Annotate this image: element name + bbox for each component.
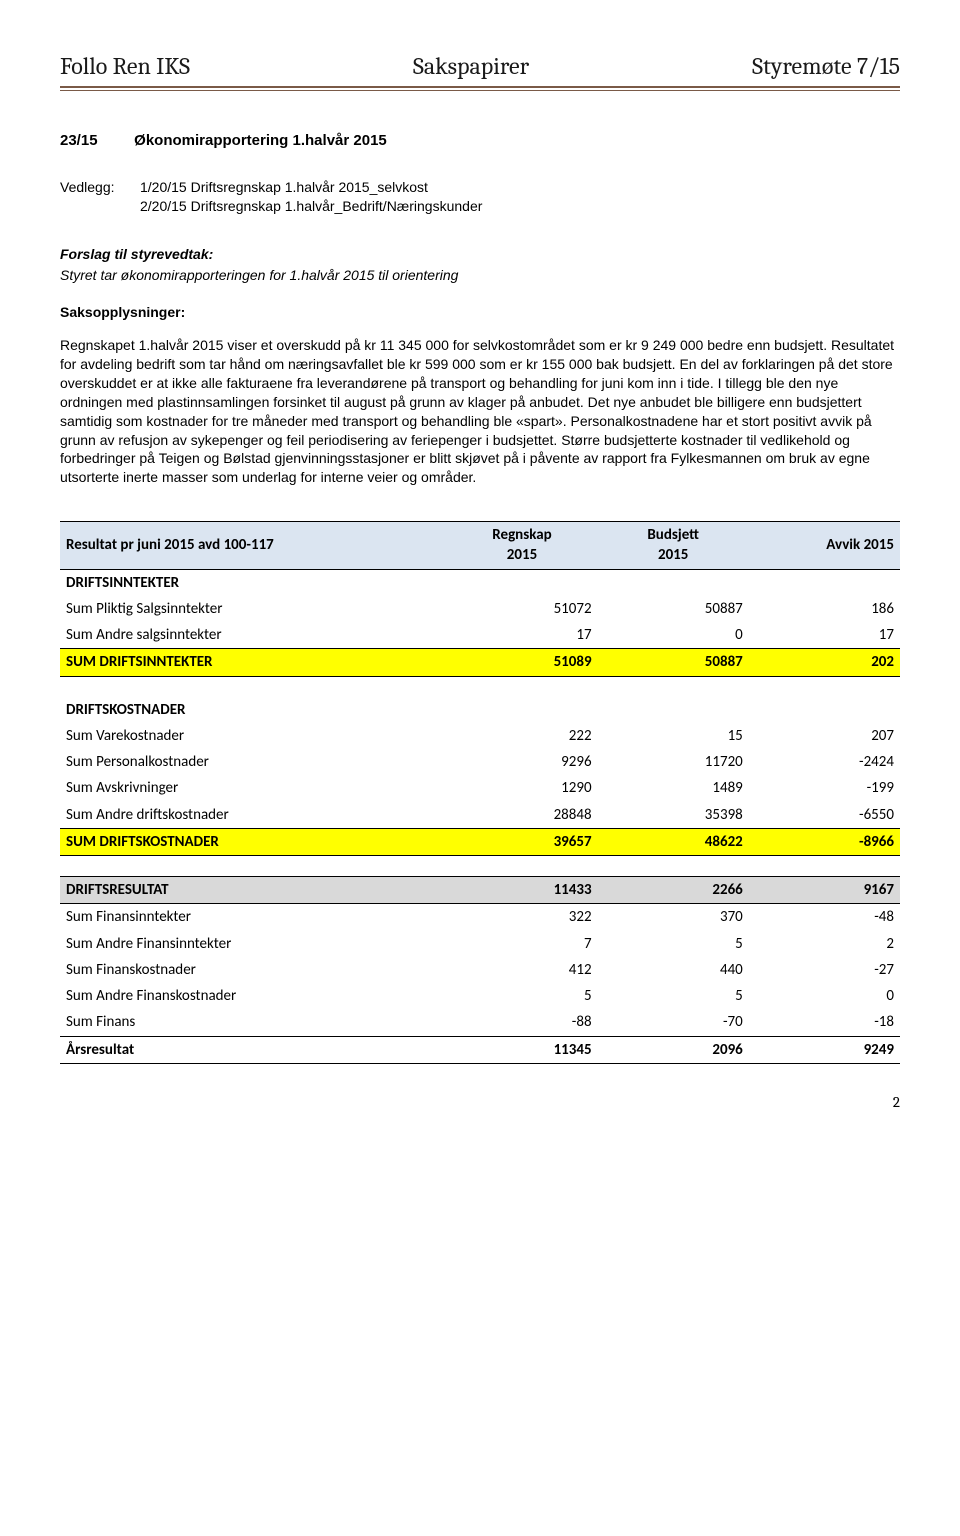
col-regnskap: Regnskap2015 [446, 522, 597, 570]
header-center: Sakspapirer [413, 50, 529, 82]
table-row: Sum Andre Finansinntekter 7 5 2 [60, 931, 900, 957]
table-row: Sum Andre salgsinntekter 17 0 17 [60, 622, 900, 649]
section-label: DRIFTSINNTEKTER [60, 569, 446, 596]
attachment-line: 2/20/15 Driftsregnskap 1.halvår_Bedrift/… [140, 197, 482, 216]
table-row: Sum Andre Finanskostnader 5 5 0 [60, 983, 900, 1009]
attachments-label: Vedlegg: [60, 178, 140, 216]
header-left: Follo Ren IKS [60, 50, 190, 82]
spacer-row [60, 856, 900, 877]
table-header-row: Resultat pr juni 2015 avd 100-117 Regnsk… [60, 522, 900, 570]
attachments-list: 1/20/15 Driftsregnskap 1.halvår 2015_sel… [140, 178, 482, 216]
sum-row: SUM DRIFTSINNTEKTER 51089 50887 202 [60, 649, 900, 676]
table-row: Sum Personalkostnader 9296 11720 -2424 [60, 749, 900, 775]
attachment-line: 1/20/15 Driftsregnskap 1.halvår 2015_sel… [140, 178, 482, 197]
header-right: Styremøte 7/15 [752, 50, 900, 82]
driftsresultat-row: DRIFTSRESULTAT 11433 2266 9167 [60, 877, 900, 904]
financial-table: Resultat pr juni 2015 avd 100-117 Regnsk… [60, 521, 900, 1064]
proposal-label: Forslag til styrevedtak: [60, 245, 900, 264]
case-heading: 23/15 Økonomirapportering 1.halvår 2015 [60, 131, 900, 151]
table-row: DRIFTSKOSTNADER [60, 697, 900, 723]
body-text: Regnskapet 1.halvår 2015 viser et oversk… [60, 336, 900, 487]
table-title: Resultat pr juni 2015 avd 100-117 [60, 522, 446, 570]
arsresultat-row: Årsresultat 11345 2096 9249 [60, 1036, 900, 1063]
attachments-block: Vedlegg: 1/20/15 Driftsregnskap 1.halvår… [60, 178, 900, 216]
page-number: 2 [60, 1092, 900, 1112]
proposal-text: Styret tar økonomirapporteringen for 1.h… [60, 266, 900, 285]
table-row: Sum Finanskostnader 412 440 -27 [60, 957, 900, 983]
table-row: Sum Pliktig Salgsinntekter 51072 50887 1… [60, 596, 900, 622]
col-avvik: Avvik 2015 [749, 522, 900, 570]
page-header: Follo Ren IKS Sakspapirer Styremøte 7/15 [60, 50, 900, 84]
body-paragraph: Regnskapet 1.halvår 2015 viser et oversk… [60, 336, 900, 487]
table-row: Sum Varekostnader 222 15 207 [60, 723, 900, 749]
table-row: Sum Andre driftskostnader 28848 35398 -6… [60, 802, 900, 829]
case-number: 23/15 [60, 131, 130, 151]
saksopp-label: Saksopplysninger: [60, 303, 900, 322]
col-budsjett: Budsjett2015 [598, 522, 749, 570]
table-row: Sum Finans -88 -70 -18 [60, 1009, 900, 1036]
spacer-row [60, 676, 900, 697]
table-row: Sum Finansinntekter 322 370 -48 [60, 904, 900, 931]
section-label: DRIFTSKOSTNADER [60, 697, 446, 723]
table-row: Sum Avskrivninger 1290 1489 -199 [60, 775, 900, 801]
sum-row: SUM DRIFTSKOSTNADER 39657 48622 -8966 [60, 828, 900, 855]
header-underline [60, 86, 900, 91]
table-row: DRIFTSINNTEKTER [60, 569, 900, 596]
case-title: Økonomirapportering 1.halvår 2015 [134, 132, 387, 149]
